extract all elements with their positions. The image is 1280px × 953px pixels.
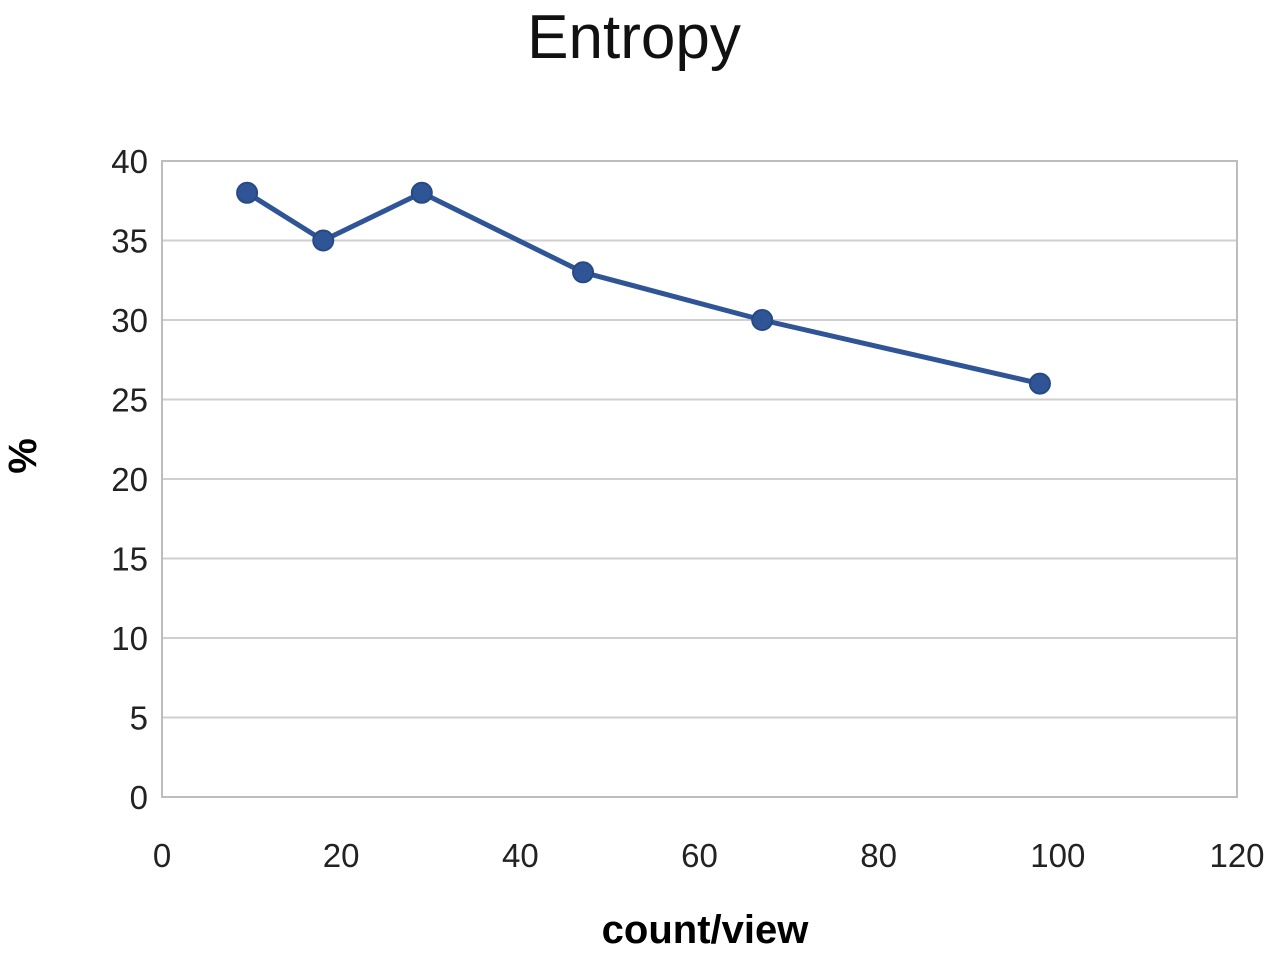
x-tick-label: 80	[860, 837, 897, 874]
gridlines	[162, 160, 1237, 798]
y-axis-ticks: 0 5 10 15 20 25 30 35 40	[111, 143, 148, 816]
x-tick-label: 100	[1030, 837, 1085, 874]
data-point	[236, 181, 259, 204]
x-axis-ticks: 0 20 40 60 80 100 120	[153, 837, 1265, 874]
data-point	[410, 181, 433, 204]
y-tick-label: 15	[111, 541, 148, 578]
chart-title: Entropy	[527, 3, 741, 72]
y-tick-label: 35	[111, 223, 148, 260]
y-tick-label: 25	[111, 382, 148, 419]
data-point	[572, 261, 595, 284]
x-tick-label: 120	[1209, 837, 1264, 874]
x-tick-label: 0	[153, 837, 171, 874]
y-tick-label: 30	[111, 302, 148, 339]
data-point	[312, 229, 335, 252]
data-point	[751, 309, 774, 331]
y-tick-label: 10	[111, 620, 148, 657]
x-axis-title: count/view	[602, 908, 810, 952]
series-layer	[236, 181, 1051, 395]
y-tick-label: 5	[130, 700, 148, 737]
x-tick-label: 40	[502, 837, 539, 874]
y-tick-label: 0	[130, 779, 148, 816]
y-tick-label: 40	[111, 143, 148, 180]
x-tick-label: 60	[681, 837, 718, 874]
plot-area-frame	[161, 160, 1238, 798]
x-tick-label: 20	[323, 837, 360, 874]
y-tick-label: 20	[111, 461, 148, 498]
series-line	[245, 190, 1041, 387]
y-axis-title: %	[1, 438, 45, 474]
data-point	[1028, 372, 1051, 395]
